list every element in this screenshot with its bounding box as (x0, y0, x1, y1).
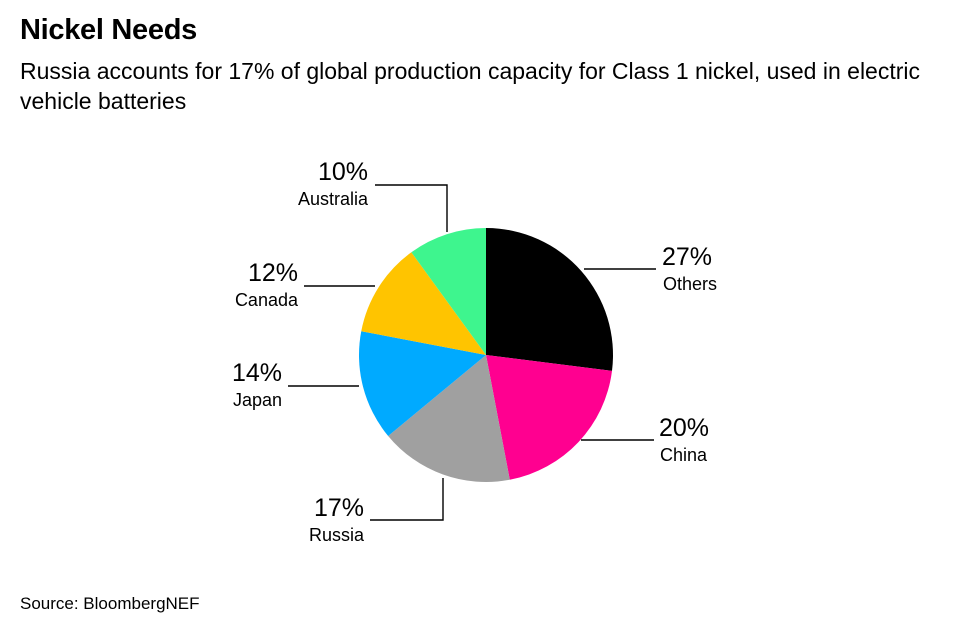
pie-slice-japan (358, 331, 486, 436)
slice-value-label-japan: 14% (232, 359, 282, 387)
leader-lines (288, 184, 656, 521)
slice-value-label-others: 27% (662, 243, 712, 271)
slice-value-label-china: 20% (659, 414, 709, 442)
slice-category-label-australia: Australia (298, 189, 369, 209)
pie-slices (358, 228, 614, 483)
pie-slice-russia (388, 355, 510, 483)
slice-category-label-russia: Russia (309, 525, 365, 545)
slice-labels: 27% Others 20% China 17% Russia 14% Japan 12% Can… (232, 158, 717, 545)
pie-slice-china (486, 355, 612, 480)
slice-value-label-australia: 10% (318, 158, 368, 186)
slice-category-label-japan: Japan (233, 390, 282, 410)
slice-value-label-canada: 12% (248, 259, 298, 287)
slice-category-label-canada: Canada (235, 290, 299, 310)
pie-slice-others (486, 228, 614, 371)
chart-source: Source: BloombergNEF (20, 594, 200, 613)
chart-subtitle: Russia accounts for 17% of global produc… (20, 58, 921, 114)
leader-line-australia (375, 184, 448, 232)
chart-title: Nickel Needs (20, 14, 197, 46)
slice-value-label-russia: 17% (314, 494, 364, 522)
leader-line-russia (370, 478, 444, 521)
pie-slice-canada (361, 252, 486, 355)
slice-category-label-others: Others (663, 274, 717, 294)
pie-slice-australia (411, 228, 486, 355)
slice-category-label-china: China (660, 445, 708, 465)
